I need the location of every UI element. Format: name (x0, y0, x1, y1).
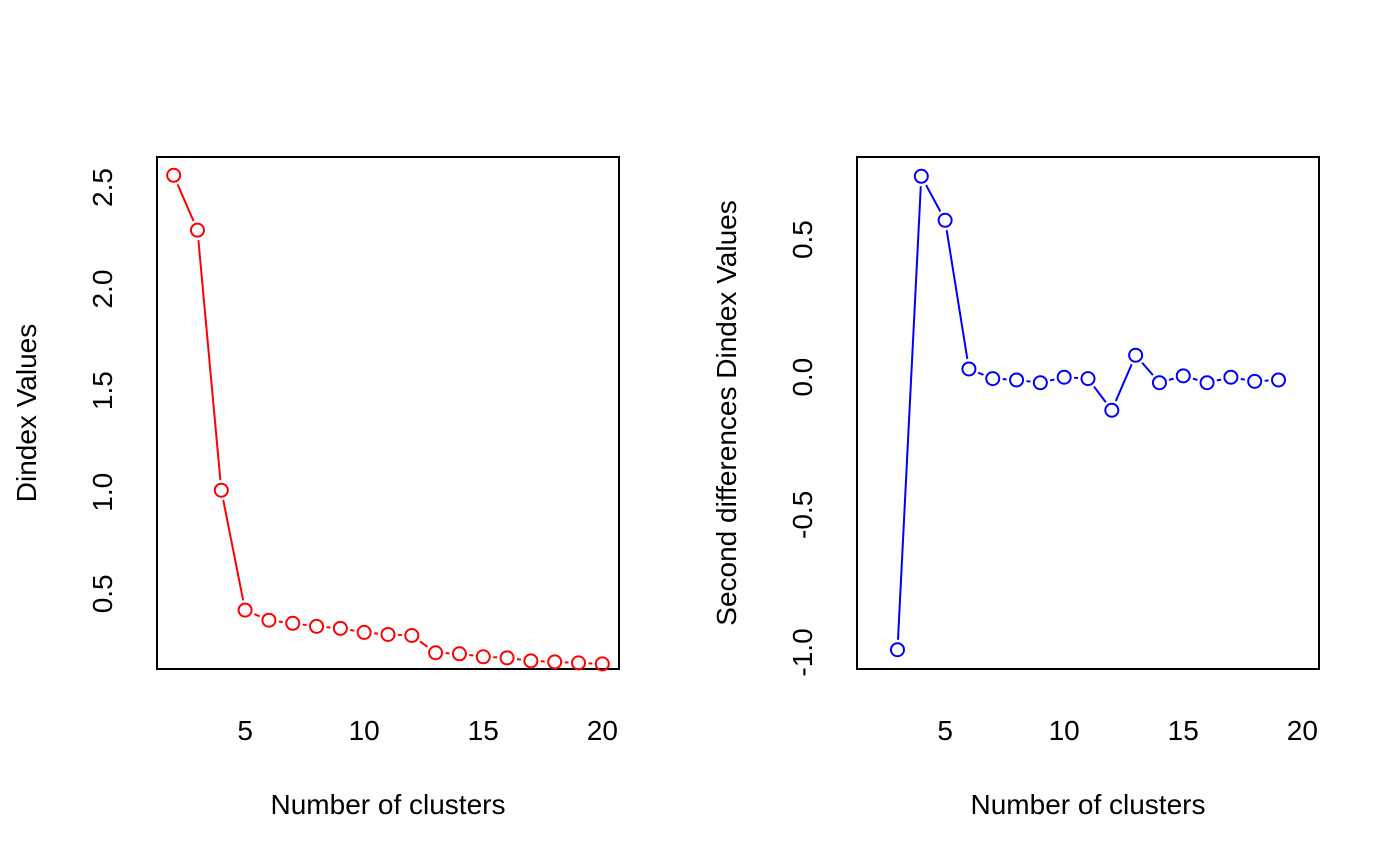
series-line-segment (1240, 377, 1246, 381)
data-point (1104, 402, 1120, 418)
y-tick-label: -1.0 (787, 628, 818, 676)
data-point (1080, 371, 1096, 387)
series-line-segment (350, 629, 355, 632)
data-point (166, 167, 182, 183)
data-point (237, 602, 253, 618)
y-tick-label: 2.0 (87, 270, 118, 309)
y-tick-label: 2.5 (87, 168, 118, 207)
data-point (475, 649, 491, 665)
data-point (1175, 368, 1191, 384)
y-tick-label: 0.5 (787, 220, 818, 259)
series-line-segment (1192, 377, 1198, 381)
data-point (1223, 369, 1239, 385)
series-line-segment (302, 623, 307, 627)
x-axis-label: Number of clusters (271, 789, 506, 820)
series-line-segment (925, 184, 942, 212)
data-point (1247, 373, 1263, 389)
data-point (404, 627, 420, 643)
y-tick-label: 0.0 (787, 358, 818, 397)
data-point (889, 642, 905, 658)
series-line-segment (469, 654, 474, 657)
data-point (1009, 372, 1025, 388)
data-point (285, 615, 301, 631)
series-line-segment (1141, 362, 1154, 376)
data-point (261, 612, 277, 628)
series-line-segment (516, 658, 522, 661)
chart-panel-dindex: 5 10 15 20 0.5 1.0 1.5 2.0 2.5 Number of clusters… (11, 156, 620, 820)
series-line-segment (896, 186, 922, 640)
x-tick-label: 5 (237, 715, 253, 746)
x-tick-label: 20 (1287, 715, 1318, 746)
data-point (571, 655, 587, 671)
data-point (913, 168, 929, 184)
data-point (961, 361, 977, 377)
data-point (309, 618, 325, 634)
data-point (428, 645, 444, 661)
series-line-segment (1216, 378, 1222, 382)
data-point (213, 482, 229, 498)
data-point (594, 656, 610, 672)
x-tick-label: 15 (1168, 715, 1199, 746)
data-point (985, 371, 1001, 387)
series-line-segment (1168, 377, 1174, 381)
data-point (937, 212, 953, 228)
data-point (1151, 375, 1167, 391)
y-tick-label: -0.5 (787, 491, 818, 539)
chart-panel-second-differences: 5 10 15 20 -1.0 -0.5 0.0 0.5 Number of clusters S… (711, 156, 1320, 820)
data-point (1199, 375, 1215, 391)
data-point (1032, 375, 1048, 391)
plot-frame (156, 156, 620, 670)
x-tick-label: 5 (937, 715, 953, 746)
series-line-segment (1114, 363, 1133, 402)
data-point (1271, 372, 1287, 388)
data-point (332, 620, 348, 636)
series-line-segment (945, 230, 969, 360)
y-tick-label: 1.0 (87, 473, 118, 512)
series-line-segment (977, 371, 984, 376)
data-point (189, 222, 205, 238)
series-line-segment (1049, 378, 1055, 382)
data-point (380, 626, 396, 642)
series-line-segment (222, 499, 245, 601)
plot-frame (856, 156, 1320, 670)
y-axis-label: Second differences Dindex Values (711, 200, 742, 625)
data-point (499, 650, 515, 666)
y-tick-label: 1.5 (87, 371, 118, 410)
series-line-segment (197, 240, 222, 481)
data-point (1056, 369, 1072, 385)
y-tick-label: 0.5 (87, 574, 118, 613)
y-axis-label: Dindex Values (11, 324, 42, 502)
data-point (451, 646, 467, 662)
series-line-segment (419, 640, 429, 648)
data-point (1128, 347, 1144, 363)
data-point (523, 653, 539, 669)
data-point (547, 654, 563, 670)
series-line-segment (278, 620, 283, 624)
x-tick-label: 20 (587, 715, 618, 746)
x-tick-label: 10 (349, 715, 380, 746)
series-line-segment (253, 613, 261, 618)
series-line-segment (176, 184, 195, 222)
data-point (356, 624, 372, 640)
x-tick-label: 10 (1049, 715, 1080, 746)
series-line-segment (1093, 385, 1107, 403)
x-axis-label: Number of clusters (971, 789, 1206, 820)
x-tick-label: 15 (468, 715, 499, 746)
